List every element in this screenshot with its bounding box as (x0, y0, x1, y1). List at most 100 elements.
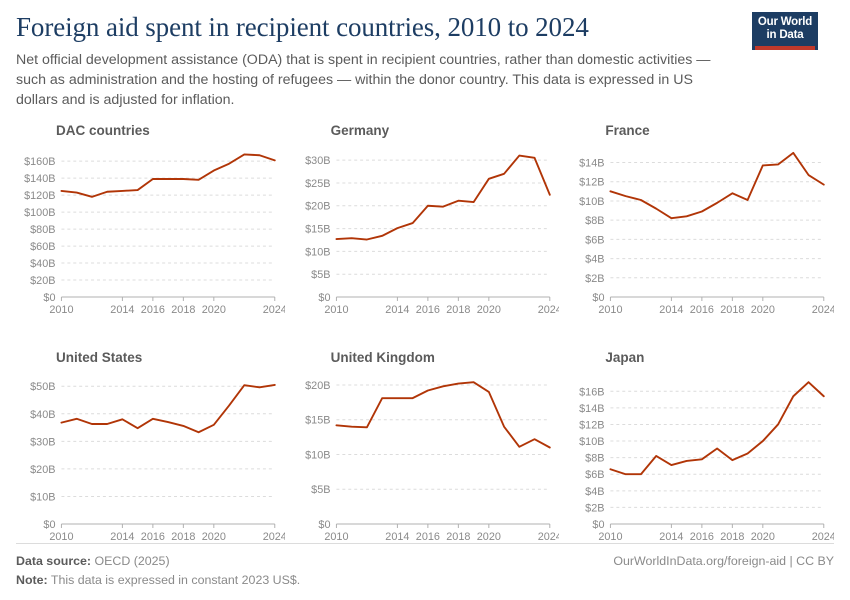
y-tick-label: $20B (305, 200, 330, 212)
x-tick-label: 2020 (476, 304, 500, 316)
data-series-line[interactable] (60, 153, 276, 198)
logo-red-bar (755, 45, 815, 50)
x-tick-label: 2020 (202, 304, 226, 316)
plot-area[interactable]: $0 $5B $10B $15B $20B 2010 2014 2016 2018 2020 202… (291, 370, 560, 550)
y-tick-label: $0 (318, 519, 330, 531)
y-tick-label: $40B (30, 408, 55, 420)
y-tick-label: $5B (311, 484, 330, 496)
y-tick-label: $12B (579, 176, 604, 188)
y-tick-label: $20B (305, 380, 330, 392)
chart-header: Foreign aid spent in recipient countries… (16, 0, 834, 111)
y-tick-label: $10B (305, 449, 330, 461)
y-tick-label: $30B (305, 155, 330, 167)
y-tick-label: $8B (586, 215, 605, 227)
plot-area[interactable]: $0 $20B $40B $60B $80B $100B $120B $140B $160B 20… (16, 143, 285, 323)
panel-title: Germany (330, 122, 390, 138)
data-series-line[interactable] (609, 151, 826, 219)
x-tick-label: 2016 (690, 531, 714, 543)
x-tick-label: 2014 (660, 531, 684, 543)
chart-panel-japan: Japan $0 $2B $4B $6B $8B $10B $12B $14B $16B 2010 2… (565, 350, 834, 563)
footer-attribution[interactable]: OurWorldInData.org/foreign-aid | CC BY (613, 553, 834, 568)
y-tick-label: $14B (579, 403, 604, 415)
y-tick-label: $40B (30, 258, 55, 270)
x-tick-label: 2024 (537, 531, 559, 543)
x-tick-label: 2010 (49, 531, 73, 543)
y-tick-label: $6B (586, 469, 605, 481)
panel-title: Japan (605, 349, 645, 365)
x-tick-label: 2016 (141, 304, 165, 316)
y-tick-label: $10B (30, 491, 55, 503)
x-tick-label: 2010 (324, 304, 348, 316)
y-tick-label: $6B (586, 234, 605, 246)
page-subtitle: Net official development assistance (ODA… (16, 52, 711, 109)
chart-panel-germany: Germany $0 $5B $10B $15B $20B $25B $30B 2010 2014… (291, 123, 560, 336)
chart-footer: Data source: OECD (2025) OurWorldInData.… (16, 542, 834, 590)
source-label: Data source: (16, 553, 92, 568)
y-tick-label: $5B (311, 269, 330, 281)
x-tick-label: 2018 (171, 531, 195, 543)
x-tick-label: 2014 (110, 304, 134, 316)
y-tick-label: $120B (24, 190, 55, 202)
data-series-line[interactable] (335, 380, 551, 449)
x-tick-label: 2014 (385, 304, 409, 316)
plot-area[interactable]: $0 $2B $4B $6B $8B $10B $12B $14B 2010 2014 2016 20… (565, 143, 834, 323)
data-series-line[interactable] (60, 383, 276, 433)
chart-panel-united-kingdom: United Kingdom $0 $5B $10B $15B $20B 2010 2014 2… (291, 350, 560, 563)
x-tick-label: 2024 (263, 304, 285, 316)
x-tick-label: 2024 (537, 304, 559, 316)
x-tick-label: 2016 (415, 304, 439, 316)
y-tick-label: $50B (30, 381, 55, 393)
y-tick-label: $10B (579, 436, 604, 448)
x-tick-label: 2018 (721, 531, 745, 543)
y-tick-label: $20B (30, 464, 55, 476)
x-tick-label: 2018 (171, 304, 195, 316)
y-tick-label: $15B (305, 414, 330, 426)
panel-title: DAC countries (56, 122, 150, 138)
y-tick-label: $4B (586, 485, 605, 497)
y-tick-label: $100B (24, 207, 55, 219)
x-tick-label: 2014 (385, 531, 409, 543)
x-tick-label: 2014 (660, 304, 684, 316)
chart-panel-dac-countries: DAC countries $0 $20B $40B $60B $80B $100B $120… (16, 123, 285, 336)
note-label: Note: (16, 572, 48, 587)
y-tick-label: $12B (579, 419, 604, 431)
plot-area[interactable]: $0 $5B $10B $15B $20B $25B $30B 2010 2014 2016 201… (291, 143, 559, 323)
x-tick-label: 2024 (263, 531, 285, 543)
x-tick-label: 2024 (812, 304, 834, 316)
x-tick-label: 2020 (751, 531, 775, 543)
y-tick-label: $10B (579, 196, 604, 208)
x-tick-label: 2024 (812, 531, 834, 543)
footer-source: Data source: OECD (2025) (16, 552, 170, 571)
y-tick-label: $14B (579, 157, 604, 169)
logo-line-2: in Data (766, 28, 804, 41)
data-series-line[interactable] (609, 380, 826, 475)
y-tick-label: $0 (43, 292, 55, 304)
y-tick-label: $140B (24, 173, 55, 185)
y-tick-label: $8B (586, 452, 605, 464)
y-tick-label: $4B (586, 253, 605, 265)
footer-note: Note: This data is expressed in constant… (16, 571, 300, 590)
x-tick-label: 2020 (751, 304, 775, 316)
source-value: OECD (2025) (94, 553, 170, 568)
x-tick-label: 2010 (599, 304, 623, 316)
x-tick-label: 2016 (690, 304, 714, 316)
y-tick-label: $20B (30, 275, 55, 287)
y-tick-label: $0 (593, 292, 605, 304)
panel-title: United Kingdom (330, 349, 435, 365)
y-tick-label: $15B (305, 223, 330, 235)
logo-line-1: Our World (757, 16, 813, 28)
plot-area[interactable]: $0 $2B $4B $6B $8B $10B $12B $14B $16B 2010 2014 20… (565, 370, 834, 550)
small-multiples-grid: DAC countries $0 $20B $40B $60B $80B $100B $120… (16, 123, 834, 563)
y-tick-label: $25B (305, 178, 330, 190)
x-tick-label: 2020 (202, 531, 226, 543)
panel-title: France (605, 122, 650, 138)
y-tick-label: $30B (30, 436, 55, 448)
data-series-line[interactable] (335, 154, 551, 241)
x-tick-label: 2010 (599, 531, 623, 543)
our-world-in-data-logo[interactable]: Our World in Data (752, 12, 818, 50)
x-tick-label: 2014 (110, 531, 134, 543)
y-tick-label: $2B (586, 502, 605, 514)
plot-area[interactable]: $0 $10B $20B $30B $40B $50B 2010 2014 2016 2018 20… (16, 370, 285, 550)
x-tick-label: 2016 (141, 531, 165, 543)
